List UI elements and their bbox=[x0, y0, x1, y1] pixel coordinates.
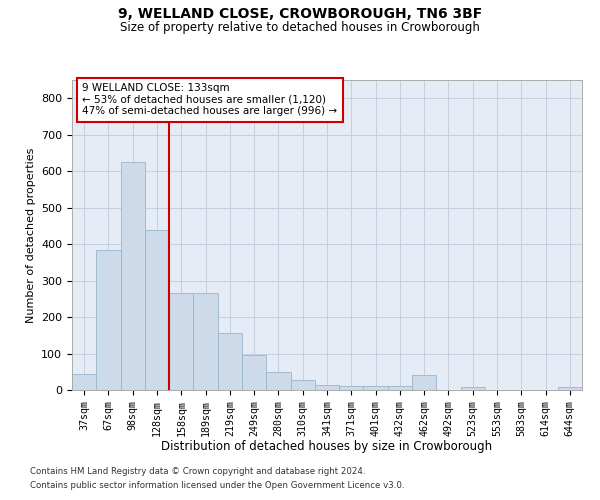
Bar bbox=[121, 162, 145, 390]
Bar bbox=[412, 376, 436, 390]
Bar bbox=[218, 334, 242, 390]
Bar bbox=[290, 380, 315, 390]
Bar bbox=[339, 386, 364, 390]
Bar bbox=[461, 387, 485, 390]
Y-axis label: Number of detached properties: Number of detached properties bbox=[26, 148, 35, 322]
Bar bbox=[169, 294, 193, 390]
Bar bbox=[193, 294, 218, 390]
Text: Contains HM Land Registry data © Crown copyright and database right 2024.: Contains HM Land Registry data © Crown c… bbox=[30, 467, 365, 476]
Bar bbox=[315, 384, 339, 390]
Text: Contains public sector information licensed under the Open Government Licence v3: Contains public sector information licen… bbox=[30, 481, 404, 490]
Bar bbox=[558, 387, 582, 390]
Text: Distribution of detached houses by size in Crowborough: Distribution of detached houses by size … bbox=[161, 440, 493, 453]
Text: 9 WELLAND CLOSE: 133sqm
← 53% of detached houses are smaller (1,120)
47% of semi: 9 WELLAND CLOSE: 133sqm ← 53% of detache… bbox=[82, 83, 337, 116]
Bar bbox=[242, 356, 266, 390]
Bar bbox=[145, 230, 169, 390]
Text: 9, WELLAND CLOSE, CROWBOROUGH, TN6 3BF: 9, WELLAND CLOSE, CROWBOROUGH, TN6 3BF bbox=[118, 8, 482, 22]
Bar bbox=[388, 386, 412, 390]
Bar bbox=[96, 250, 121, 390]
Bar bbox=[266, 372, 290, 390]
Text: Size of property relative to detached houses in Crowborough: Size of property relative to detached ho… bbox=[120, 21, 480, 34]
Bar bbox=[72, 374, 96, 390]
Bar bbox=[364, 386, 388, 390]
